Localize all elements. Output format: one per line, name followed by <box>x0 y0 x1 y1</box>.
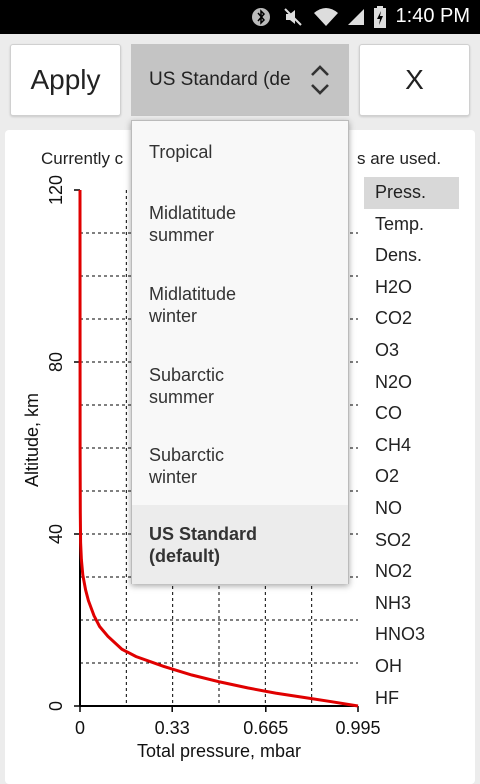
parameter-item[interactable]: SO2 <box>375 529 412 550</box>
parameter-item[interactable]: O2 <box>375 466 400 487</box>
dropdown-option-line1: Midlatitude <box>149 283 237 304</box>
parameter-item[interactable]: NO <box>375 497 402 518</box>
mute-icon <box>282 7 304 27</box>
dropdown-option[interactable]: Midlatitude summer <box>132 183 348 264</box>
info-text-right: s are used. <box>357 149 442 168</box>
profile-select-value: US Standard (de <box>149 69 291 90</box>
dropdown-option[interactable]: Subarctic summer <box>132 345 348 426</box>
parameter-item[interactable]: HF <box>375 687 399 708</box>
parameter-item[interactable]: H2O <box>375 276 413 297</box>
y-tick-label: 120 <box>46 175 66 205</box>
parameter-item[interactable]: CH4 <box>375 434 412 455</box>
dropdown-option[interactable]: Midlatitude winter <box>132 264 348 345</box>
signal-icon <box>345 7 367 27</box>
top-toolbar: Apply US Standard (de X <box>0 34 480 126</box>
parameter-item[interactable]: CO <box>375 403 402 424</box>
parameter-item[interactable]: Press. <box>364 177 459 209</box>
dropdown-option-line1: Subarctic <box>149 364 225 385</box>
dropdown-option-line2: summer <box>149 386 215 407</box>
battery-charging-icon <box>373 6 387 28</box>
x-tick-label: 0.995 <box>335 718 380 738</box>
parameter-item[interactable]: Dens. <box>375 245 423 266</box>
dropdown-option[interactable]: Subarctic winter <box>132 426 348 505</box>
up-down-chevron-icon <box>309 64 331 96</box>
parameter-item[interactable]: NH3 <box>375 592 412 613</box>
dropdown-option-label: Subarctic summer <box>149 364 224 408</box>
bluetooth-icon <box>250 7 272 27</box>
dropdown-option-line2: (default) <box>149 545 220 566</box>
parameter-list: Press. Temp. Dens. H2O CO2 O3 N2O CO CH4 O2 NO SO2 N… <box>364 177 459 714</box>
y-tick-label: 0 <box>46 701 66 711</box>
chart-ticks: 0 0.33 0.665 0.995 0 40 80 120 <box>46 175 381 738</box>
profile-dropdown-menu: Tropical Midlatitude summer Midlatitude wint… <box>131 120 349 584</box>
y-tick-label: 80 <box>46 352 66 372</box>
parameter-item[interactable]: N2O <box>375 371 413 392</box>
wifi-icon <box>313 7 339 27</box>
y-axis-label: Altitude, km <box>22 393 42 487</box>
dropdown-option-line1: Midlatitude <box>149 202 237 223</box>
parameter-item[interactable]: NO2 <box>375 561 413 582</box>
dropdown-option-label: Subarctic winter <box>149 444 224 488</box>
parameter-item[interactable]: HNO3 <box>375 624 426 645</box>
dropdown-option[interactable]: US Standard (default) <box>132 505 348 584</box>
dropdown-option-line2: winter <box>149 305 198 326</box>
series-line <box>78 189 359 708</box>
x-tick-label: 0.33 <box>155 718 190 738</box>
x-tick-label: 0 <box>75 718 85 738</box>
dropdown-option[interactable]: Tropical <box>132 121 348 183</box>
status-bar: 1:40 PM <box>0 0 480 34</box>
apply-button[interactable]: Apply <box>10 44 121 116</box>
dropdown-option-label: Tropical <box>149 141 212 163</box>
dropdown-option-line1: US Standard <box>149 523 258 544</box>
info-text-left: Currently c <box>41 149 124 168</box>
parameter-item[interactable]: CO2 <box>375 308 413 329</box>
parameter-item[interactable]: Temp. <box>375 213 425 234</box>
dropdown-option-line2: summer <box>149 224 215 245</box>
close-button[interactable]: X <box>359 44 470 116</box>
y-tick-label: 40 <box>46 524 66 544</box>
dropdown-option-label: Midlatitude winter <box>149 283 236 327</box>
profile-select[interactable]: US Standard (de <box>131 44 349 116</box>
dropdown-option-line2: winter <box>149 466 198 487</box>
dropdown-option-label: US Standard (default) <box>149 523 257 567</box>
dropdown-option-line1: Tropical <box>149 142 213 162</box>
dropdown-option-line1: Subarctic <box>149 444 225 465</box>
status-time: 1:40 PM <box>395 5 470 27</box>
x-tick-label: 0.665 <box>243 718 288 738</box>
parameter-item[interactable]: OH <box>375 655 402 676</box>
x-axis-label: Total pressure, mbar <box>137 741 301 761</box>
dropdown-option-label: Midlatitude summer <box>149 202 236 246</box>
parameter-item[interactable]: O3 <box>375 339 400 360</box>
